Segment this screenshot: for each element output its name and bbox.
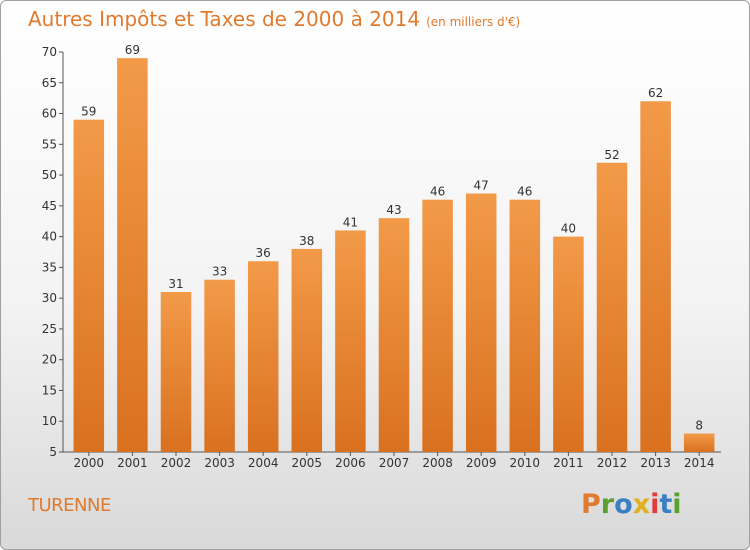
y-tick-label: 55 [42, 137, 57, 151]
logo-letter: o [614, 489, 633, 520]
bar-value-label: 36 [256, 246, 271, 260]
y-tick-label: 10 [42, 414, 57, 428]
bar-value-label: 41 [343, 215, 358, 229]
x-tick-label: 2006 [335, 456, 366, 470]
y-tick-label: 60 [42, 107, 57, 121]
bar-value-label: 40 [561, 222, 576, 236]
bar-value-label: 69 [125, 43, 140, 57]
chart-title-text: Autres Impôts et Taxes de 2000 à 2014 [28, 7, 421, 31]
bar [465, 193, 497, 453]
x-axis: 2000 2001 2002 2003 2004 2005 2006 2007 2008 2009… [63, 451, 721, 470]
logo-letter: x [632, 489, 651, 520]
y-tick-label: 5 [49, 445, 57, 459]
bar [378, 218, 410, 452]
x-tick-label: 2012 [597, 456, 628, 470]
y-tick-label: 25 [42, 322, 57, 336]
y-tick-label: 15 [42, 383, 57, 397]
commune-name: TURENNE [28, 495, 111, 516]
x-tick-label: 2010 [510, 456, 541, 470]
bar-value-label: 43 [386, 203, 401, 217]
y-tick-label: 50 [42, 168, 57, 182]
bar-value-label: 8 [695, 419, 703, 433]
logo-letter: i [650, 489, 660, 520]
y-tick-label: 30 [42, 291, 57, 305]
logo-letter: P [581, 489, 601, 520]
x-tick-label: 2008 [422, 456, 453, 470]
x-tick-label: 2005 [292, 456, 323, 470]
bar [117, 58, 148, 453]
x-tick-label: 2002 [161, 456, 192, 470]
bar [204, 279, 235, 452]
logo-letter: i [672, 489, 682, 520]
x-tick-label: 2011 [553, 456, 584, 470]
chart-unit: (en milliers d'€) [426, 15, 521, 29]
bar [640, 101, 671, 452]
y-tick-label: 70 [42, 45, 57, 59]
chart-title: Autres Impôts et Taxes de 2000 à 2014 (en… [28, 7, 520, 31]
bar [422, 199, 453, 452]
y-tick-label: 35 [42, 260, 57, 274]
x-tick-label: 2013 [640, 456, 671, 470]
bar-value-label: 62 [648, 86, 663, 100]
bar [73, 119, 105, 452]
y-tick-label: 45 [42, 199, 57, 213]
x-tick-label: 2014 [684, 456, 715, 470]
bar-value-label: 38 [299, 234, 314, 248]
bar [160, 292, 192, 452]
y-axis: 5 10 15 20 25 30 35 40 45 50 55 60 65 70 [42, 45, 64, 459]
bar [683, 433, 715, 452]
x-tick-label: 2009 [466, 456, 497, 470]
bar-value-label: 31 [168, 277, 183, 291]
bar [291, 248, 323, 452]
bar-value-label: 59 [81, 105, 96, 119]
bar-value-label: 52 [604, 148, 619, 162]
bar [247, 261, 279, 452]
bar [596, 162, 628, 452]
y-tick-label: 20 [42, 353, 57, 367]
bar [509, 199, 541, 452]
bar-value-label: 46 [430, 185, 445, 199]
proxiti-logo: Proxiti [581, 489, 682, 520]
x-tick-label: 2004 [248, 456, 279, 470]
y-tick-label: 65 [42, 76, 57, 90]
x-tick-label: 2007 [379, 456, 410, 470]
x-tick-label: 2003 [204, 456, 235, 470]
bar-value-label: 33 [212, 265, 227, 279]
logo-letter: t [659, 489, 673, 520]
bar-value-label: 47 [474, 179, 489, 193]
bars: 59 69 31 33 36 38 41 43 46 47 46 40 52 62 8 [73, 43, 715, 453]
logo-letter: r [600, 489, 615, 520]
y-tick-label: 40 [42, 230, 57, 244]
bar [335, 230, 366, 452]
bar-value-label: 46 [517, 185, 532, 199]
bar [553, 236, 584, 452]
x-tick-label: 2001 [117, 456, 148, 470]
x-tick-label: 2000 [74, 456, 105, 470]
